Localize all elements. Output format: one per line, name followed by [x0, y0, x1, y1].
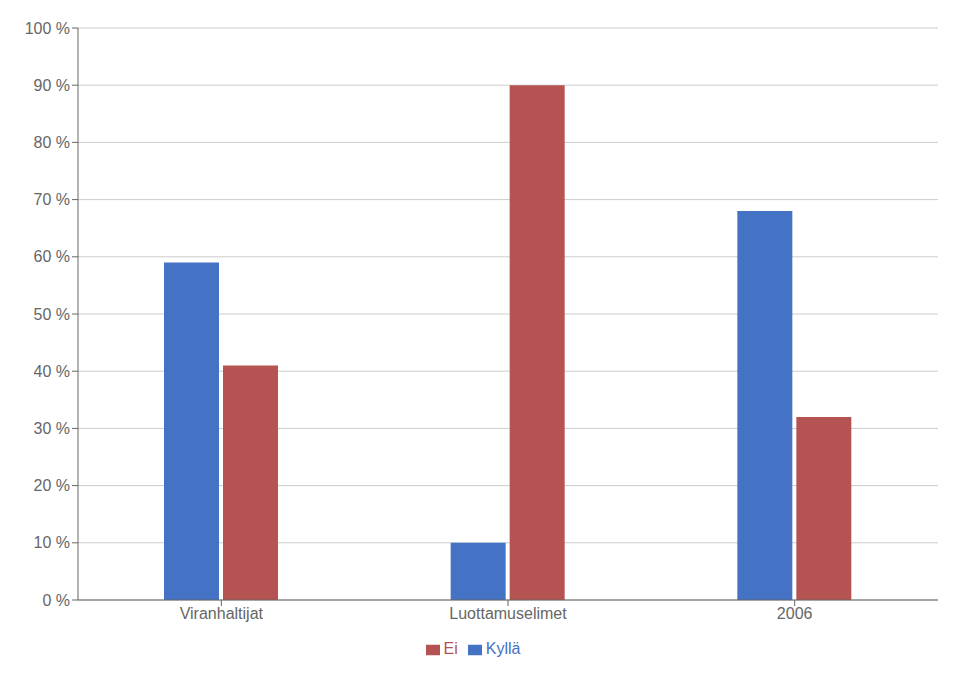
svg-text:Luottamuselimet: Luottamuselimet [449, 605, 567, 622]
svg-text:100 %: 100 % [25, 20, 70, 37]
svg-text:40 %: 40 % [34, 363, 70, 380]
svg-text:10 %: 10 % [34, 534, 70, 551]
svg-text:20 %: 20 % [34, 477, 70, 494]
svg-text:90 %: 90 % [34, 77, 70, 94]
html-text:Ei: Ei [443, 640, 458, 657]
svg-text:Viranhaltijat: Viranhaltijat [180, 605, 264, 622]
svg-text:60 %: 60 % [34, 248, 70, 265]
html-text:Kyllä: Kyllä [485, 640, 521, 657]
svg-text:50 %: 50 % [34, 306, 70, 323]
svg-text:80 %: 80 % [34, 134, 70, 151]
svg-text:2006: 2006 [777, 605, 813, 622]
svg-text:70 %: 70 % [34, 191, 70, 208]
svg-text:0 %: 0 % [42, 592, 70, 609]
svg-text:30 %: 30 % [34, 420, 70, 437]
